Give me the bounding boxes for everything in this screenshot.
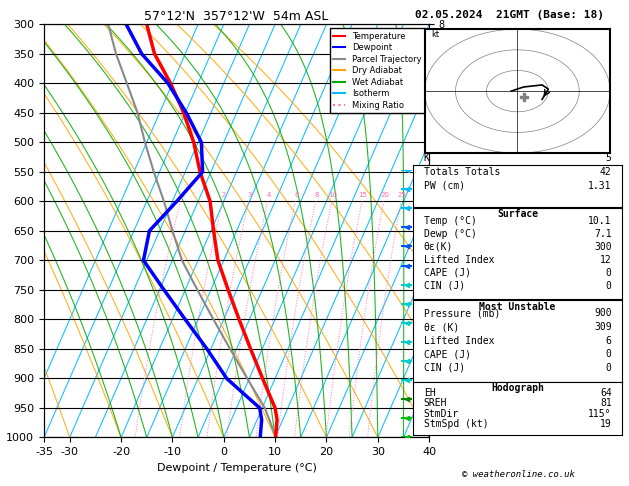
Text: 300: 300 [594,242,611,252]
Text: Lifted Index: Lifted Index [424,336,494,346]
Text: θε (K): θε (K) [424,322,459,332]
Text: 02.05.2024  21GMT (Base: 18): 02.05.2024 21GMT (Base: 18) [415,10,604,20]
Text: Temp (°C): Temp (°C) [424,216,477,226]
Text: kt: kt [431,31,439,39]
Text: 6: 6 [606,336,611,346]
Y-axis label: km
ASL: km ASL [459,222,481,240]
Text: 15: 15 [359,192,367,198]
Text: Lifted Index: Lifted Index [424,255,494,265]
Text: 12: 12 [600,255,611,265]
Text: K: K [424,154,430,163]
Text: StmSpd (kt): StmSpd (kt) [424,419,488,430]
Text: 1.31: 1.31 [588,181,611,191]
Text: PW (cm): PW (cm) [424,181,465,191]
Text: Surface: Surface [497,209,538,219]
Text: θε(K): θε(K) [424,242,453,252]
Text: 42: 42 [600,167,611,177]
Text: 8: 8 [315,192,320,198]
Text: Hodograph: Hodograph [491,383,544,393]
Text: 0: 0 [606,349,611,359]
Text: 3: 3 [248,192,252,198]
Text: © weatheronline.co.uk: © weatheronline.co.uk [462,470,576,479]
Text: 5: 5 [606,154,611,163]
Text: SREH: SREH [424,399,447,408]
Text: CAPE (J): CAPE (J) [424,349,470,359]
Text: 0: 0 [606,363,611,373]
Text: CAPE (J): CAPE (J) [424,268,470,278]
Text: 10: 10 [328,192,338,198]
Text: Most Unstable: Most Unstable [479,302,556,312]
Text: Pressure (mb): Pressure (mb) [424,309,500,318]
Text: 1: 1 [180,192,184,198]
Text: Dewp (°C): Dewp (°C) [424,228,477,239]
Title: 57°12'N  357°12'W  54m ASL: 57°12'N 357°12'W 54m ASL [145,10,329,23]
Text: 25: 25 [398,192,406,198]
Text: 20: 20 [381,192,389,198]
Text: 10.1: 10.1 [588,216,611,226]
Text: EH: EH [424,388,435,398]
Text: 19: 19 [600,419,611,430]
Text: CIN (J): CIN (J) [424,281,465,291]
Text: Totals Totals: Totals Totals [424,167,500,177]
Y-axis label: hPa: hPa [0,220,1,242]
Legend: Temperature, Dewpoint, Parcel Trajectory, Dry Adiabat, Wet Adiabat, Isotherm, Mi: Temperature, Dewpoint, Parcel Trajectory… [330,29,425,113]
Text: 2: 2 [222,192,226,198]
Text: 4: 4 [267,192,271,198]
Text: 0: 0 [606,268,611,278]
Text: 900: 900 [594,309,611,318]
Text: CIN (J): CIN (J) [424,363,465,373]
Text: StmDir: StmDir [424,409,459,419]
X-axis label: Dewpoint / Temperature (°C): Dewpoint / Temperature (°C) [157,463,316,473]
Text: 7.1: 7.1 [594,228,611,239]
Text: 309: 309 [594,322,611,332]
Text: 0: 0 [606,281,611,291]
Text: 81: 81 [600,399,611,408]
Text: 64: 64 [600,388,611,398]
Text: 115°: 115° [588,409,611,419]
Text: 6: 6 [294,192,299,198]
